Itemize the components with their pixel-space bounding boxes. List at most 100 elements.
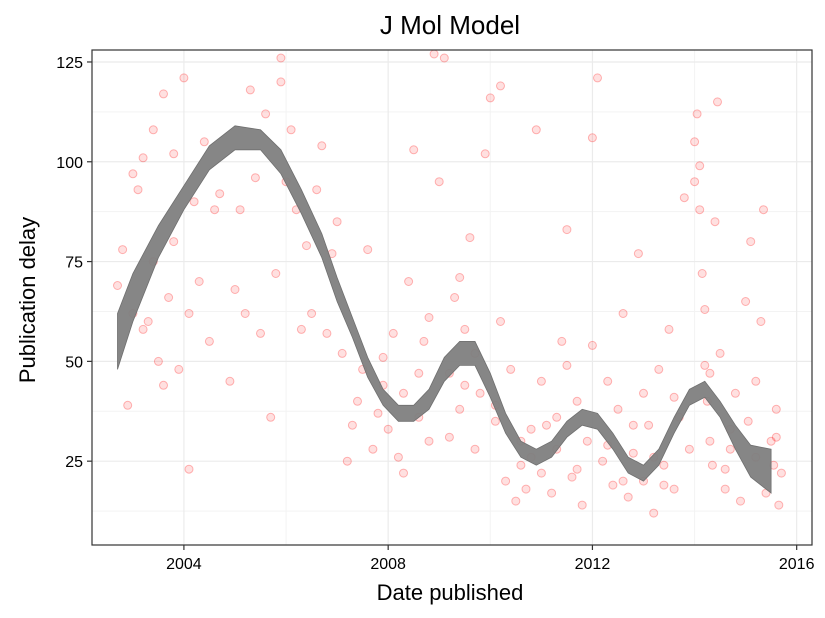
data-point xyxy=(603,376,613,386)
data-point xyxy=(250,173,260,183)
data-point xyxy=(296,324,306,334)
data-point xyxy=(342,456,352,466)
data-point xyxy=(562,225,572,235)
data-point xyxy=(138,153,148,163)
data-point xyxy=(235,205,245,215)
data-point xyxy=(705,368,715,378)
data-point xyxy=(741,297,751,306)
data-point xyxy=(587,340,597,350)
data-point xyxy=(368,444,378,454)
data-point xyxy=(169,237,179,247)
data-point xyxy=(697,269,707,278)
data-point xyxy=(143,317,153,326)
data-point xyxy=(312,185,322,195)
data-point xyxy=(639,388,648,398)
data-point xyxy=(414,368,424,378)
data-point xyxy=(490,416,500,426)
data-point xyxy=(496,81,505,91)
data-point xyxy=(393,452,403,462)
data-point xyxy=(531,125,541,135)
data-point xyxy=(409,145,419,155)
data-point xyxy=(276,53,286,63)
x-tick-label: 2004 xyxy=(166,556,202,573)
data-point xyxy=(593,73,602,83)
data-point xyxy=(771,404,781,414)
x-tick-label: 2008 xyxy=(370,556,406,573)
data-point xyxy=(271,269,281,278)
data-point xyxy=(419,336,429,346)
data-point xyxy=(623,492,633,502)
data-point xyxy=(485,93,495,103)
data-point xyxy=(654,364,664,374)
data-point xyxy=(536,468,546,478)
data-point xyxy=(618,476,628,486)
data-point xyxy=(210,205,220,215)
data-point xyxy=(225,376,235,386)
data-point xyxy=(164,293,174,302)
data-point xyxy=(194,277,204,286)
data-point xyxy=(322,328,332,338)
data-point xyxy=(332,217,342,227)
data-point xyxy=(776,468,786,478)
data-point xyxy=(679,193,689,203)
chart-title: J Mol Model xyxy=(380,10,520,40)
data-point xyxy=(664,324,674,334)
data-point xyxy=(286,125,296,135)
data-point xyxy=(628,420,638,430)
data-point xyxy=(373,408,383,418)
data-point xyxy=(743,416,753,426)
data-point xyxy=(169,149,179,159)
data-point xyxy=(434,177,444,187)
data-point xyxy=(174,364,184,374)
data-point xyxy=(542,420,551,430)
confidence-band xyxy=(117,125,772,494)
data-point xyxy=(526,424,536,434)
data-point xyxy=(759,205,768,215)
data-point xyxy=(690,137,700,147)
data-point xyxy=(353,396,362,406)
y-tick-label: 25 xyxy=(65,454,83,471)
axes: 2004 2008 2012 2016 25 50 75 100 125 xyxy=(56,55,814,573)
data-point xyxy=(572,464,582,474)
data-point xyxy=(240,309,250,318)
data-point xyxy=(751,376,761,386)
data-point xyxy=(707,460,717,470)
data-point xyxy=(628,448,638,458)
data-point xyxy=(496,317,505,326)
data-point xyxy=(184,464,194,474)
data-point xyxy=(669,484,679,494)
data-point xyxy=(582,436,592,446)
data-point xyxy=(618,309,628,318)
data-point xyxy=(572,396,582,406)
data-point xyxy=(153,356,163,366)
data-point xyxy=(455,273,465,282)
data-point xyxy=(557,336,567,346)
data-point xyxy=(695,205,705,215)
y-tick-label: 125 xyxy=(56,55,83,72)
data-point xyxy=(715,348,725,358)
data-point xyxy=(587,133,597,143)
data-point xyxy=(204,336,214,346)
y-tick-label: 100 xyxy=(56,155,83,172)
data-point xyxy=(215,189,225,199)
data-point xyxy=(713,97,722,107)
data-point xyxy=(363,245,373,255)
data-point xyxy=(230,285,240,294)
data-point xyxy=(317,141,327,151)
data-point xyxy=(307,309,317,318)
data-point xyxy=(199,137,209,147)
data-point xyxy=(577,500,587,510)
data-point xyxy=(424,436,434,446)
panel-border xyxy=(91,49,813,546)
data-point xyxy=(470,444,480,454)
data-point xyxy=(302,241,311,251)
x-tick-label: 2016 xyxy=(779,556,815,573)
data-point xyxy=(766,436,776,446)
data-point xyxy=(501,476,511,486)
data-point xyxy=(547,488,557,498)
data-point xyxy=(598,456,608,466)
data-point xyxy=(725,444,735,454)
data-point xyxy=(133,185,143,195)
